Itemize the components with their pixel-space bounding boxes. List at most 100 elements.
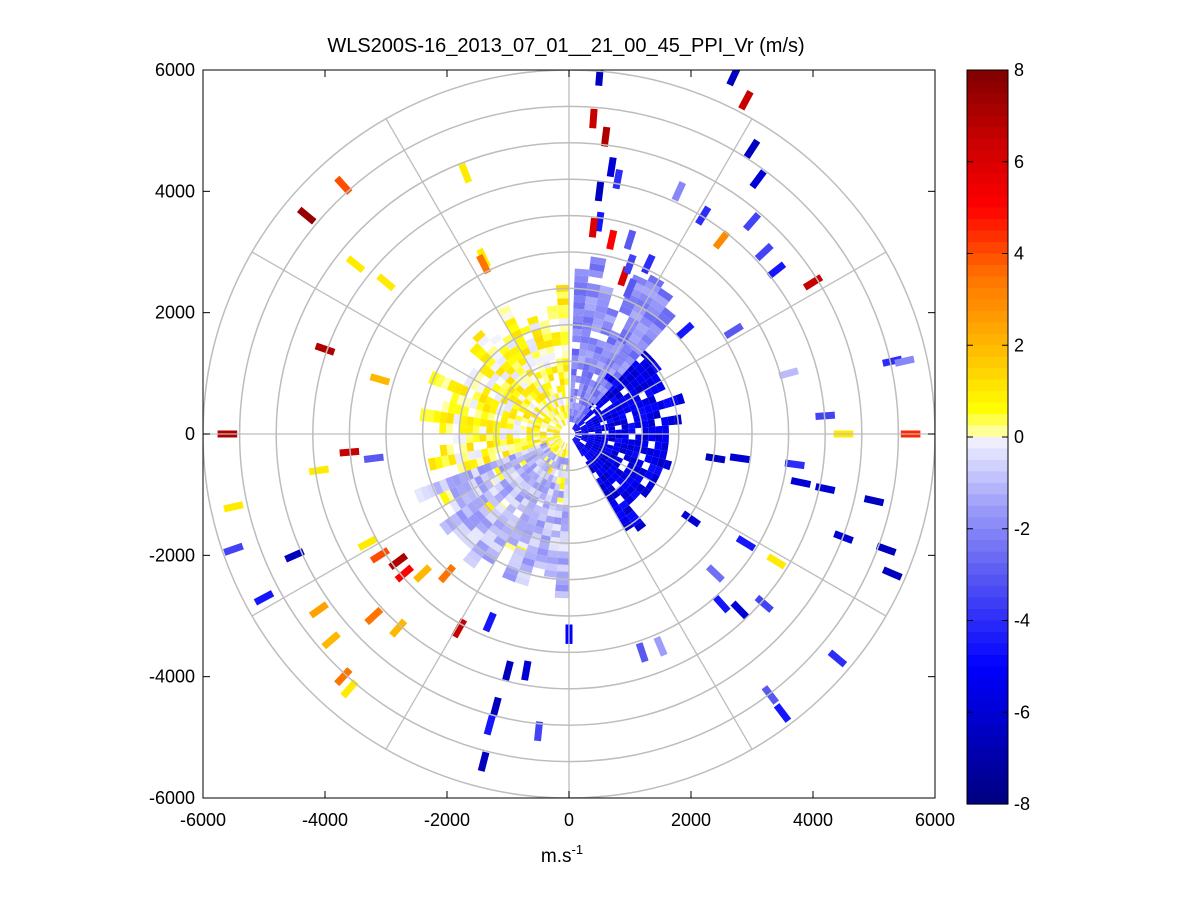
region-gate [597, 401, 605, 409]
scattered-gate [612, 169, 624, 190]
region-gate [548, 543, 560, 552]
scattered-gate [364, 606, 384, 626]
region-gate [548, 387, 555, 396]
region-gate [540, 391, 548, 400]
region-gate [537, 513, 548, 522]
region-gate [579, 412, 585, 419]
region-gate [505, 375, 516, 386]
scattered-gate [321, 631, 341, 650]
region-gate [439, 491, 451, 506]
region-gate [468, 367, 480, 380]
region-gate [549, 452, 555, 460]
scattered-gate [595, 70, 604, 86]
region-gate [546, 305, 559, 314]
region-gate [609, 395, 618, 404]
region-gate [555, 503, 563, 512]
region-gate [473, 371, 485, 383]
region-gate [534, 441, 542, 447]
colorbar-band [967, 689, 1008, 702]
region-gate [516, 467, 525, 476]
region-gate [561, 419, 566, 427]
region-gate [539, 411, 547, 418]
region-gate [578, 396, 584, 405]
scattered-gate [705, 453, 726, 464]
region-gate [501, 456, 511, 464]
scattered-gate [754, 594, 774, 613]
region-gate [477, 335, 490, 348]
region-gate [556, 446, 562, 454]
colorbar-band [967, 115, 1008, 128]
region-gate [449, 499, 462, 513]
region-gate [655, 425, 663, 434]
region-gate [555, 584, 569, 592]
radial-spoke [600, 251, 887, 417]
region-gate [591, 445, 599, 451]
region-gate [598, 482, 608, 492]
region-gate [558, 421, 564, 427]
region-gate [499, 439, 508, 446]
region-gate [574, 435, 582, 438]
region-gate [526, 437, 534, 442]
region-gate [604, 460, 613, 468]
region-gate [574, 437, 581, 442]
region-gate [487, 447, 496, 456]
region-gate [616, 365, 627, 376]
region-gate [601, 396, 610, 405]
region-gate [569, 415, 572, 422]
region-gate [461, 536, 476, 550]
region-gate [518, 488, 529, 498]
colorbar-band [967, 597, 1008, 610]
colorbar: 8 6 4 2 0 -2 -4 -6 -8 [966, 60, 1030, 814]
y-tick-label: -6000 [149, 788, 195, 808]
region-gate [559, 531, 569, 539]
region-gate [520, 402, 529, 410]
region-gate [455, 509, 469, 523]
region-gate [530, 452, 538, 460]
region-gate [459, 424, 467, 434]
colorbar-band [967, 92, 1008, 106]
region-gate [503, 404, 513, 413]
region-gate [581, 427, 588, 431]
region-gate [539, 442, 547, 448]
region-gate [562, 419, 566, 426]
region-gate [523, 474, 532, 484]
region-gate [510, 370, 520, 381]
region-gate [468, 513, 481, 527]
region-gate [554, 415, 560, 422]
region-gate [613, 420, 622, 426]
region-gate [523, 398, 532, 406]
region-gate [533, 430, 540, 434]
scattered-gate [712, 594, 731, 614]
region-gate [581, 429, 589, 432]
region-gate [500, 370, 511, 381]
region-gate [638, 292, 654, 305]
region-gate [446, 379, 458, 393]
region-gate [561, 471, 566, 479]
region-gate [531, 481, 540, 490]
region-gate [639, 413, 648, 422]
region-gate [652, 410, 661, 419]
region-gate [641, 434, 649, 441]
region-gate [574, 427, 581, 432]
region-gate [480, 534, 494, 547]
region-gate [484, 368, 496, 379]
region-gate [504, 564, 520, 576]
region-gate [472, 329, 486, 343]
colorbar-band [967, 70, 1008, 83]
region-gate [621, 434, 629, 440]
colorbar-band [967, 264, 1008, 278]
region-gate [534, 371, 543, 380]
region-gate [426, 483, 438, 498]
scattered-gate [483, 714, 496, 736]
region-gate [529, 462, 538, 470]
region-gate [509, 488, 519, 499]
region-gate [646, 304, 662, 318]
region-gate [550, 530, 561, 538]
scattered-gate [635, 642, 649, 663]
region-gate [641, 420, 649, 428]
scattered-gate [766, 261, 787, 279]
region-gate [611, 387, 620, 396]
region-gate [635, 363, 646, 375]
region-gate [620, 360, 631, 371]
region-gate [541, 408, 549, 416]
